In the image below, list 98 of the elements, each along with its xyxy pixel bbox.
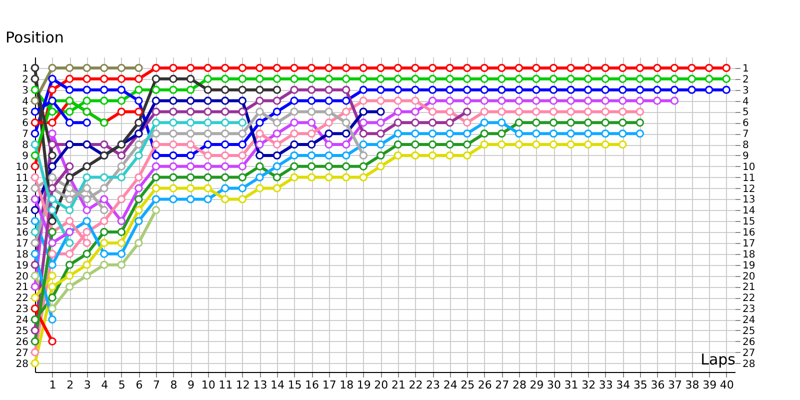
y-tick-label: 8 <box>22 140 28 151</box>
y2-tick-label: 5 <box>742 107 749 118</box>
y2-tick-label: 23 <box>742 304 756 316</box>
y-tick-label: 3 <box>22 85 28 96</box>
y2-tick-label: 25 <box>742 326 756 337</box>
y-tick-label: 5 <box>22 107 28 118</box>
y2-tick-label: 16 <box>742 228 756 238</box>
x-tick-label: 39 <box>702 378 717 392</box>
x-tick-label: 27 <box>495 378 510 392</box>
y2-tick-label: 14 <box>742 206 756 217</box>
x-tick-label: 9 <box>188 378 195 392</box>
y-axis-title: Position <box>6 28 64 46</box>
y-tick-label: 10 <box>16 162 28 173</box>
x-tick-label: 16 <box>305 378 320 392</box>
x-tick-label: 26 <box>478 378 492 392</box>
x-tick-label: 34 <box>616 378 630 392</box>
y-tick-label: 27 <box>16 348 28 359</box>
y2-tick-label: 9 <box>742 150 749 162</box>
y-tick-label: 2 <box>22 74 28 86</box>
y2-tick-label: 27 <box>742 348 756 359</box>
y-tick-label: 19 <box>16 260 28 272</box>
y-tick-label: 15 <box>16 216 28 228</box>
x-tick-label: 4 <box>101 378 108 392</box>
y-tick-label: 26 <box>16 336 28 348</box>
y2-tick-label: 1 <box>742 63 749 74</box>
x-tick-label: 6 <box>136 378 143 392</box>
x-tick-label: 3 <box>84 378 91 392</box>
x-tick-label: 15 <box>288 378 302 392</box>
x-tick-label: 25 <box>460 378 475 392</box>
x-tick-label: 13 <box>253 378 268 392</box>
y2-tick-label: 18 <box>742 249 756 260</box>
x-tick-label: 32 <box>582 378 596 392</box>
y2-tick-label: 3 <box>742 85 749 96</box>
y2-tick-label: 8 <box>742 140 749 151</box>
x-tick-label: 17 <box>322 378 336 392</box>
y-tick-label: 20 <box>16 271 28 282</box>
x-tick-label: 5 <box>118 378 126 392</box>
x-tick-label: 40 <box>720 378 734 392</box>
x-tick-label: 14 <box>270 378 284 392</box>
y2-tick-label: 19 <box>742 260 756 272</box>
x-tick-label: 2 <box>66 378 74 392</box>
y-tick-label: 18 <box>16 249 28 260</box>
y-tick-label: 4 <box>22 96 28 108</box>
x-tick-label: 38 <box>685 378 700 392</box>
x-tick-label: 29 <box>530 378 544 392</box>
x-tick-label: 31 <box>564 378 578 392</box>
x-tick-label: 7 <box>152 378 160 392</box>
x-tick-label: 18 <box>340 378 354 392</box>
y2-tick-label: 15 <box>742 216 756 228</box>
y-tick-label: 11 <box>16 172 28 184</box>
y-tick-label: 24 <box>16 315 28 326</box>
x-tick-label: 1 <box>49 378 56 392</box>
x-tick-label: 11 <box>218 378 233 392</box>
y-tick-label: 12 <box>16 184 28 195</box>
y-tick-label: 17 <box>16 238 28 250</box>
x-tick-label: 36 <box>650 378 665 392</box>
y2-tick-label: 2 <box>742 74 749 86</box>
y2-tick-label: 20 <box>742 271 756 282</box>
y-tick-label: 16 <box>16 228 28 238</box>
y-tick-label: 9 <box>22 150 28 162</box>
x-tick-label: 20 <box>374 378 388 392</box>
y2-tick-label: 22 <box>742 293 756 304</box>
y-tick-label: 23 <box>16 304 28 316</box>
y2-tick-label: 13 <box>742 194 756 206</box>
x-tick-label: 22 <box>408 378 423 392</box>
x-tick-label: 30 <box>547 378 562 392</box>
y-tick-label: 1 <box>22 63 28 74</box>
y2-tick-label: 17 <box>742 238 756 250</box>
y2-tick-label: 28 <box>742 358 756 370</box>
x-tick-label: 33 <box>598 378 613 392</box>
x-tick-label: 12 <box>236 378 250 392</box>
y-tick-label: 7 <box>22 129 28 140</box>
y-tick-label: 21 <box>16 282 28 294</box>
y-tick-label: 14 <box>16 206 28 217</box>
y2-tick-label: 21 <box>742 282 756 294</box>
y-tick-label: 22 <box>16 293 28 304</box>
y2-tick-label: 4 <box>742 96 749 108</box>
y2-tick-label: 26 <box>742 336 756 348</box>
y2-tick-label: 7 <box>742 129 749 140</box>
x-tick-label: 28 <box>512 378 526 392</box>
x-tick-label: 10 <box>201 378 216 392</box>
y-tick-label: 25 <box>16 326 28 337</box>
x-tick-label: 21 <box>391 378 406 392</box>
x-tick-label: 24 <box>443 378 458 392</box>
x-tick-label: 35 <box>633 378 648 392</box>
y2-tick-label: 12 <box>742 184 756 195</box>
y2-tick-label: 6 <box>742 118 749 130</box>
x-tick-label: 37 <box>668 378 682 392</box>
y2-tick-label: 11 <box>742 172 756 184</box>
y-tick-label: 28 <box>16 358 28 370</box>
x-tick-label: 19 <box>356 378 371 392</box>
y-tick-label: 13 <box>16 194 28 206</box>
y2-tick-label: 24 <box>742 315 756 326</box>
y-tick-label: 6 <box>22 118 28 130</box>
x-tick-label: 8 <box>170 378 178 392</box>
x-tick-label: 23 <box>426 378 440 392</box>
y2-tick-label: 10 <box>742 162 756 173</box>
x-axis-title: Laps <box>700 350 736 368</box>
